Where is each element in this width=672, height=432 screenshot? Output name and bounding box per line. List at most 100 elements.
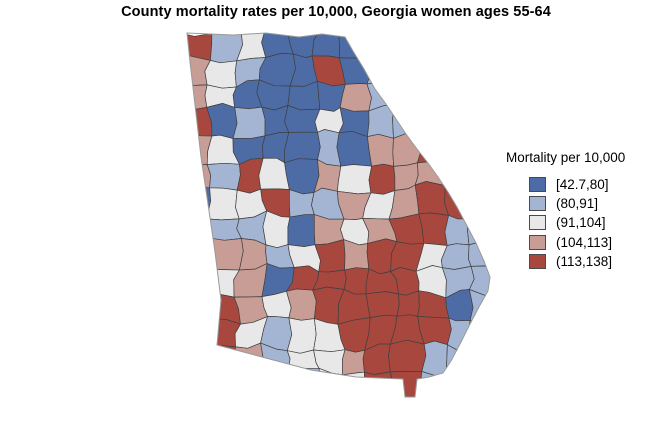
legend-label: [42.7,80]	[556, 177, 609, 193]
county-shape	[392, 105, 423, 139]
county-shape	[343, 239, 370, 271]
county-shape	[466, 218, 490, 246]
county-shape	[468, 57, 490, 86]
legend-item: [42.7,80]	[506, 175, 670, 194]
county-shape	[469, 289, 490, 325]
county-shape	[187, 318, 208, 352]
county-shape	[284, 131, 321, 164]
county-shape	[336, 131, 373, 167]
county-shape	[468, 239, 490, 268]
legend-swatch-icon	[529, 177, 546, 193]
county-shape	[313, 214, 345, 246]
county-shape	[187, 186, 212, 223]
county-shape	[469, 81, 490, 111]
county-shape	[391, 83, 424, 110]
county-shape	[388, 339, 427, 373]
county-shape	[365, 291, 400, 318]
county-shape	[342, 349, 366, 376]
county-shape	[286, 317, 317, 354]
legend-swatch-icon	[529, 215, 546, 231]
county-shape	[206, 370, 239, 397]
county-shape	[442, 55, 476, 87]
county-shape	[466, 181, 490, 220]
county-shape	[367, 104, 396, 139]
legend-swatch-icon	[529, 234, 546, 250]
county-shape	[396, 290, 420, 317]
legend-label: (104,113]	[556, 234, 613, 250]
county-shape	[391, 52, 424, 90]
county-shape	[187, 291, 213, 325]
county-shape	[314, 107, 344, 134]
county-shape	[414, 181, 449, 216]
legend: Mortality per 10,000 [42.7,80] (80,91] (…	[506, 150, 670, 271]
county-shape	[187, 345, 209, 375]
county-shape	[417, 132, 448, 164]
county-shape	[365, 33, 398, 58]
chart-title: County mortality rates per 10,000, Georg…	[121, 4, 551, 20]
county-shape	[206, 187, 240, 221]
county-shape	[441, 107, 474, 139]
county-shape	[419, 55, 450, 87]
county-shape	[368, 163, 396, 195]
county-shape	[442, 131, 477, 165]
county-shape	[187, 217, 209, 243]
county-shape	[187, 372, 209, 397]
county-shape	[286, 288, 317, 321]
legend-label: (113,138]	[556, 253, 613, 269]
county-shape	[394, 33, 424, 60]
county-shape	[187, 267, 214, 294]
legend-item: (113,138]	[506, 252, 670, 271]
county-shape	[467, 105, 490, 141]
county-shape	[206, 162, 241, 191]
county-shape	[444, 215, 470, 246]
county-shape	[289, 189, 315, 218]
legend-items: [42.7,80] (80,91] (91,104] (104,113] (11…	[506, 175, 670, 271]
county-shape	[473, 131, 490, 167]
county-shape	[205, 345, 238, 375]
county-shape	[440, 33, 471, 60]
county-shape	[447, 317, 471, 350]
county-shape	[469, 163, 490, 186]
legend-item: (91,104]	[506, 213, 670, 232]
county-shape	[204, 60, 238, 89]
county-shape	[446, 81, 477, 109]
county-shape	[314, 239, 346, 273]
county-shape	[187, 162, 212, 189]
legend-label: (80,91]	[556, 196, 599, 212]
county-shape	[187, 237, 213, 272]
county-shape	[232, 106, 266, 139]
county-shape	[444, 182, 472, 220]
county-shape	[416, 82, 453, 109]
county-shape	[389, 371, 423, 397]
legend-item: (80,91]	[506, 194, 670, 213]
county-shape	[339, 83, 372, 112]
county-shape	[467, 33, 490, 63]
legend-swatch-icon	[529, 196, 546, 212]
county-shape	[261, 370, 289, 397]
county-shape	[343, 267, 370, 295]
county-shape	[367, 133, 395, 167]
legend-title: Mortality per 10,000	[506, 150, 626, 165]
county-shape	[234, 370, 268, 397]
county-shape	[416, 105, 448, 139]
state-outline	[186, 32, 491, 398]
legend-swatch-icon	[529, 253, 546, 269]
legend-item: (104,113]	[506, 233, 670, 252]
county-shape	[414, 33, 444, 60]
county-shape	[363, 371, 396, 397]
county-shape	[284, 367, 323, 397]
county-shape	[444, 157, 477, 186]
county-shape	[287, 214, 316, 247]
county-shape	[467, 320, 490, 351]
county-shape	[467, 371, 490, 397]
county-shape	[418, 212, 449, 246]
legend-label: (91,104]	[556, 215, 606, 231]
county-shape	[187, 33, 213, 61]
county-shape	[443, 371, 475, 397]
county-shape	[284, 158, 320, 195]
county-shape	[421, 340, 448, 377]
county-shape	[284, 105, 321, 133]
county-shape	[466, 348, 490, 376]
